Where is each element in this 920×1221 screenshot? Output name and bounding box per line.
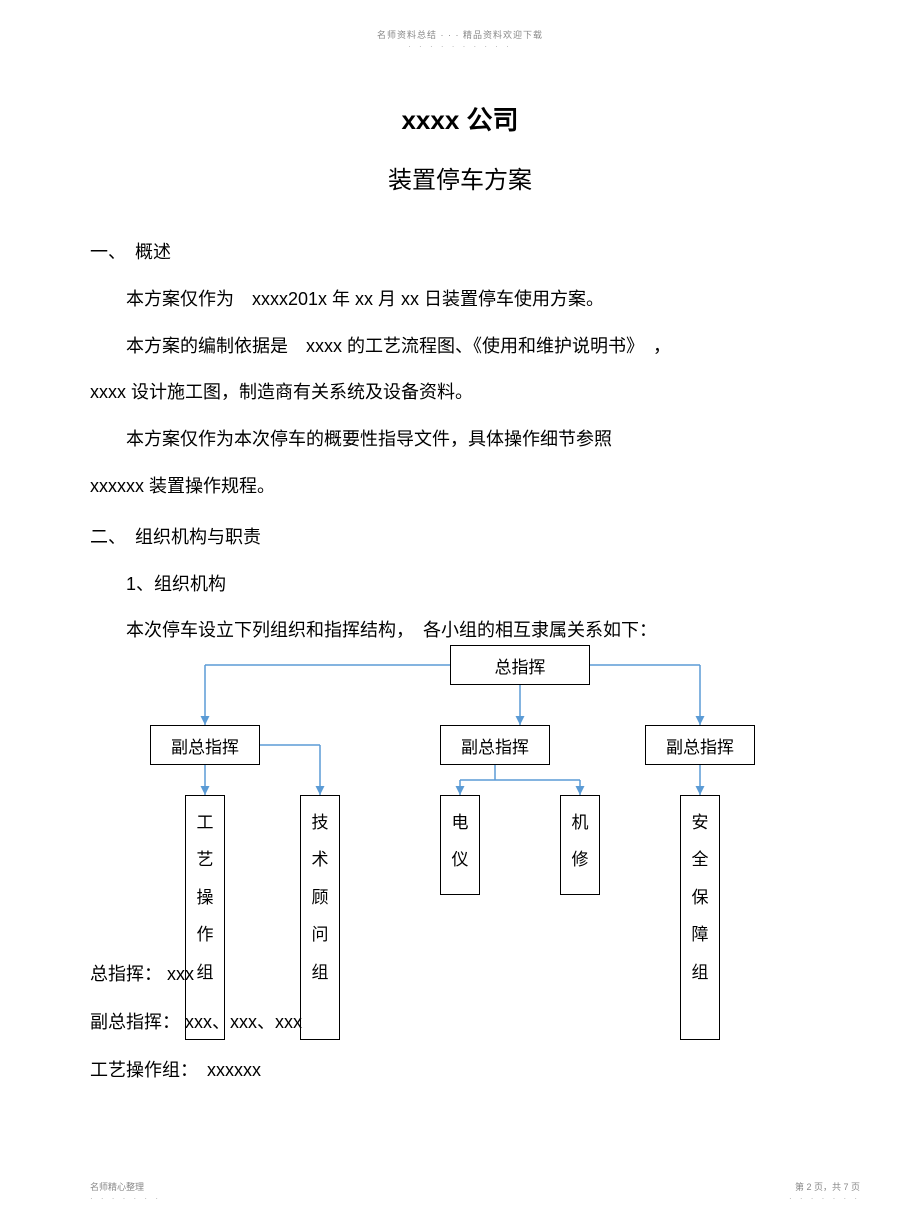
footer-left-dots: · · · · · · · <box>90 1194 161 1203</box>
org-deputy-3: 副总指挥 <box>645 725 755 765</box>
org-deputy-2: 副总指挥 <box>440 725 550 765</box>
overlay-line-2: 副总指挥： xxx、xxx、xxx <box>90 1008 302 1034</box>
section-1-p5: xxxxxx 装置操作规程。 <box>90 463 860 510</box>
overlay-line-1: 总指挥： xxx <box>90 960 194 986</box>
footer-right-dots: · · · · · · · <box>789 1194 860 1203</box>
footer-left: 名师精心整理 <box>90 1180 144 1193</box>
org-team-3a: 电 仪 <box>440 795 480 895</box>
org-team-1: 工 艺 操 作 组 <box>185 795 225 1040</box>
section-2-head: 二、 组织机构与职责 <box>90 514 860 561</box>
section-1-p1: 本方案仅作为 xxxx201x 年 xx 月 xx 日装置停车使用方案。 <box>90 276 860 323</box>
org-team-2: 技 术 顾 问 组 <box>300 795 340 1040</box>
header-watermark: 名师资料总结 · · · 精品资料欢迎下载 <box>377 28 543 41</box>
org-top-box: 总指挥 <box>450 645 590 685</box>
company-title: xxxx 公司 <box>401 100 518 137</box>
footer-right: 第 2 页，共 7 页 <box>795 1180 860 1193</box>
content-body: 一、 概述 本方案仅作为 xxxx201x 年 xx 月 xx 日装置停车使用方… <box>90 225 860 654</box>
section-2-p1: 1、组织机构 <box>90 561 860 608</box>
org-deputy-1: 副总指挥 <box>150 725 260 765</box>
section-1-p3: xxxx 设计施工图，制造商有关系统及设备资料。 <box>90 369 860 416</box>
document-title: 装置停车方案 <box>388 160 532 195</box>
org-chart: 总指挥 副总指挥 副总指挥 副总指挥 工 艺 操 作 组 技 术 顾 问 组 电… <box>90 640 850 1060</box>
header-dots: · · · · · · · · · · <box>408 42 512 51</box>
org-team-4: 安 全 保 障 组 <box>680 795 720 1040</box>
section-1-p4: 本方案仅作为本次停车的概要性指导文件，具体操作细节参照 <box>90 416 860 463</box>
org-team-3b: 机 修 <box>560 795 600 895</box>
overlay-line-3: 工艺操作组： xxxxxx <box>90 1056 261 1082</box>
section-1-p2: 本方案的编制依据是 xxxx 的工艺流程图、《使用和维护说明书》 ， <box>90 323 860 370</box>
section-1-head: 一、 概述 <box>90 229 860 276</box>
